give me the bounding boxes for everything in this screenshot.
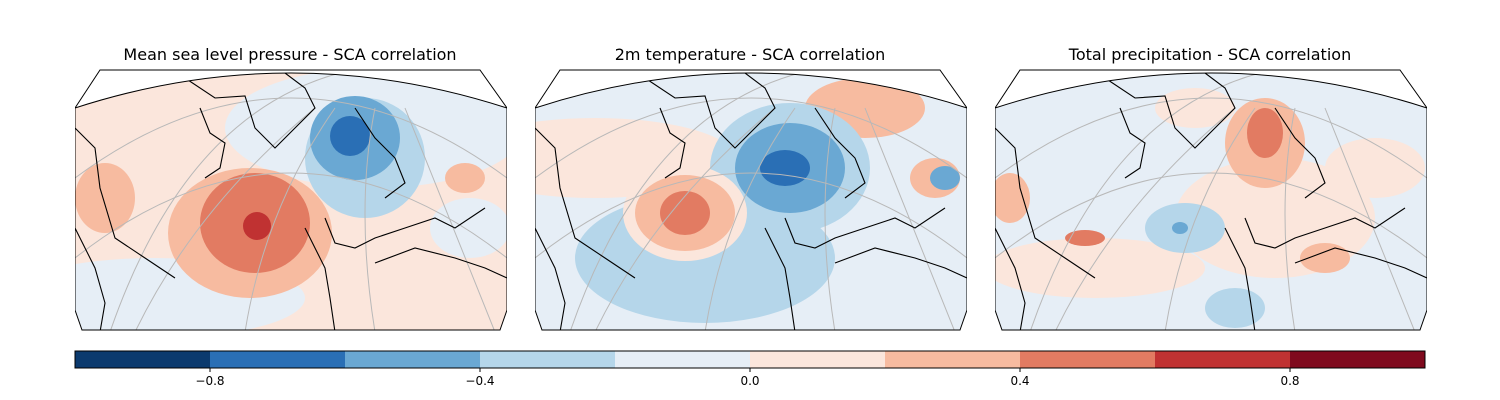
colorbar-segment: [1155, 351, 1291, 368]
colorbar-ticks: −0.8 −0.4 0.0 0.4 0.8: [195, 368, 1300, 388]
colorbar-tick-label: 0.0: [740, 374, 759, 388]
colorbar-tick-label: −0.4: [465, 374, 494, 388]
colorbar-segment: [345, 351, 481, 368]
colorbar-tick-label: −0.8: [195, 374, 224, 388]
colorbar-segment: [615, 351, 751, 368]
panel-title-mslp: Mean sea level pressure - SCA correlatio…: [123, 45, 457, 64]
panel-title-t2m: 2m temperature - SCA correlation: [614, 45, 886, 64]
colorbar-segment: [480, 351, 616, 368]
colorbar-segment: [1020, 351, 1156, 368]
map-panel-mslp: [75, 69, 507, 331]
colorbar-segment: [210, 351, 346, 368]
colorbar-tick-label: 0.4: [1010, 374, 1029, 388]
colorbar-segments: [75, 351, 1426, 368]
colorbar-segment: [1290, 351, 1426, 368]
colorbar-tick-label: 0.8: [1280, 374, 1299, 388]
colorbar: −0.8 −0.4 0.0 0.4 0.8: [74, 350, 1426, 388]
colorbar-segment: [75, 351, 211, 368]
panel-title-tp: Total precipitation - SCA correlation: [1068, 45, 1352, 64]
map-panel-tp: [995, 69, 1427, 331]
map-panel-t2m: [535, 69, 967, 331]
colorbar-segment: [885, 351, 1021, 368]
colorbar-segment: [750, 351, 886, 368]
